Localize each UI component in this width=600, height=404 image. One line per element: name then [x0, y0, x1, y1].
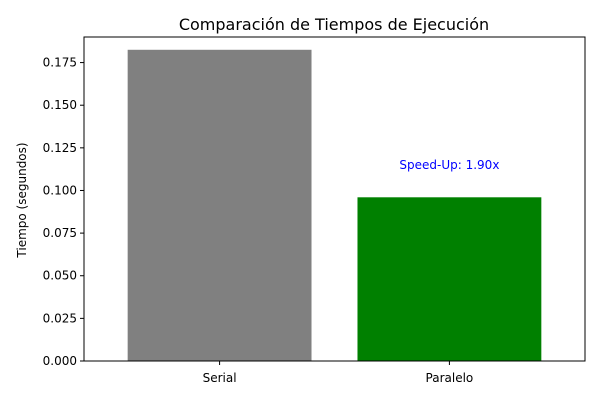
y-tick-label: 0.175	[43, 56, 77, 70]
bar-serial	[127, 49, 312, 361]
y-tick-label: 0.075	[43, 226, 77, 240]
y-tick-label: 0.050	[43, 269, 77, 283]
y-axis-label: Tiempo (segundos)	[15, 142, 29, 258]
y-tick-label: 0.125	[43, 141, 77, 155]
chart-title: Comparación de Tiempos de Ejecución	[179, 15, 489, 34]
y-tick-label: 0.000	[43, 354, 77, 368]
x-tick-label: Serial	[203, 371, 237, 385]
y-tick-label: 0.100	[43, 183, 77, 197]
plot-area: 0.000 0.025 0.050 0.075 0.100 0.125 0.150 0.175…	[43, 36, 586, 385]
y-tick-label: 0.025	[43, 311, 77, 325]
speedup-annotation: Speed-Up: 1.90x	[399, 158, 499, 172]
x-tick-label: Paralelo	[426, 371, 474, 385]
bar-paralelo	[357, 197, 542, 361]
axes-frame	[83, 36, 586, 362]
y-tick-label: 0.150	[43, 98, 77, 112]
